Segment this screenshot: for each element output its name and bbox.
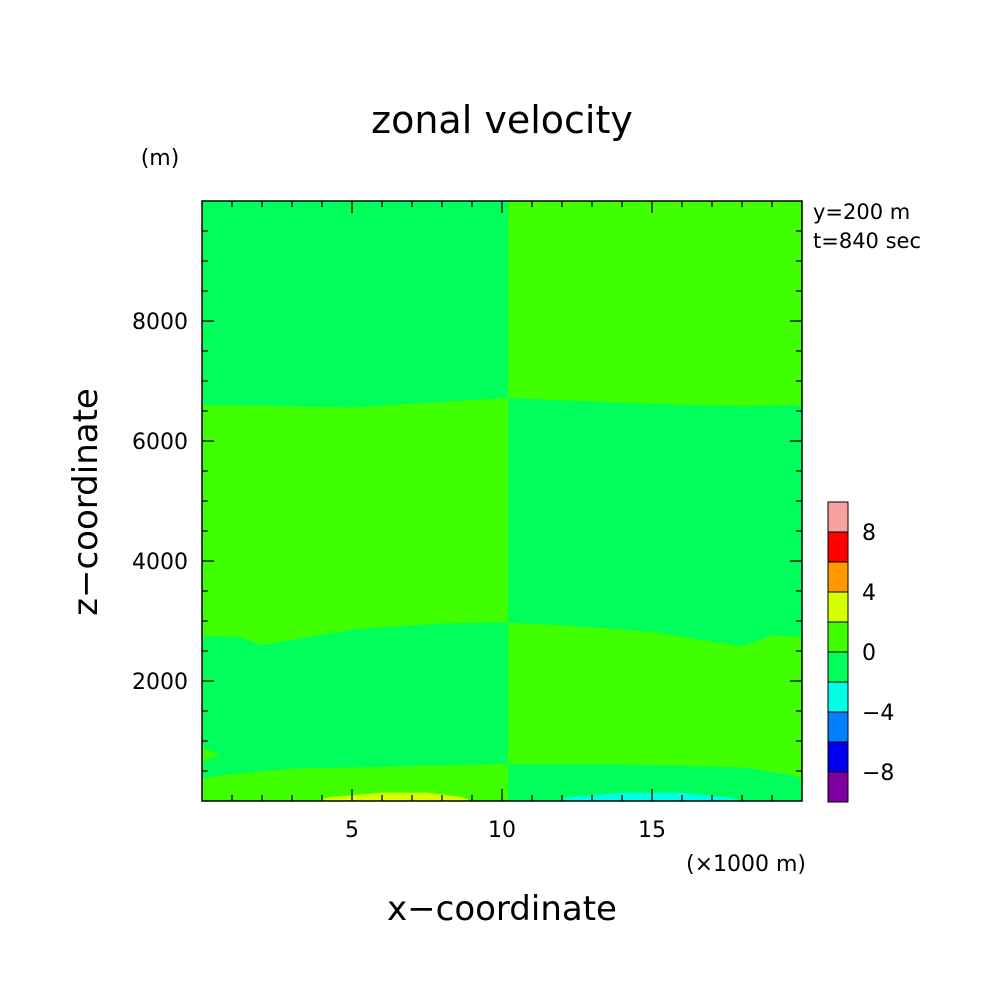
colorbar-swatch	[827, 681, 849, 713]
y-tick-label: 6000	[132, 430, 188, 455]
colorbar-swatch	[827, 771, 849, 803]
plot-axes: 5 10 15 2000 4000 6000 8000	[132, 200, 803, 843]
contour-region-5	[316, 792, 472, 801]
colorbar-swatch	[827, 621, 849, 653]
x-tick-label: 5	[345, 818, 359, 843]
colorbar-tick-label: 4	[862, 581, 876, 606]
colorbar-swatch	[827, 561, 849, 593]
colorbar-tick-label: 8	[862, 521, 876, 546]
colorbar-swatch	[827, 711, 849, 743]
contour-region-3	[202, 763, 508, 801]
y-axis-label: z−coordinate	[66, 388, 106, 616]
y-tick-label: 4000	[132, 550, 188, 575]
contour-region-0	[508, 201, 802, 407]
colorbar: 8 4 0 −4 −8	[827, 501, 894, 803]
y-tick-label: 8000	[132, 310, 188, 335]
y-tick-label: 2000	[132, 670, 188, 695]
x-tick-label: 10	[488, 818, 516, 843]
annotation-t: t=840 sec	[813, 229, 921, 253]
contour-field	[202, 201, 802, 801]
y-unit-label: (m)	[141, 146, 180, 171]
contour-region-1	[202, 397, 508, 645]
contour-region-4	[202, 747, 220, 762]
colorbar-swatch	[827, 591, 849, 623]
contour-region-6	[556, 792, 742, 801]
colorbar-tick-label: −4	[862, 701, 894, 726]
colorbar-tick-label: −8	[862, 761, 894, 786]
colorbar-tick-label: 0	[862, 641, 876, 666]
colorbar-swatch	[827, 501, 849, 533]
annotation-y: y=200 m	[813, 200, 910, 224]
x-axis-label: x−coordinate	[387, 889, 617, 929]
chart-title: zonal velocity	[371, 98, 633, 142]
colorbar-swatch	[827, 651, 849, 683]
contour-region-2	[508, 622, 802, 779]
x-unit-label: (×1000 m)	[686, 852, 806, 877]
colorbar-swatch	[827, 741, 849, 773]
x-tick-label: 15	[638, 818, 666, 843]
colorbar-swatch	[827, 531, 849, 563]
